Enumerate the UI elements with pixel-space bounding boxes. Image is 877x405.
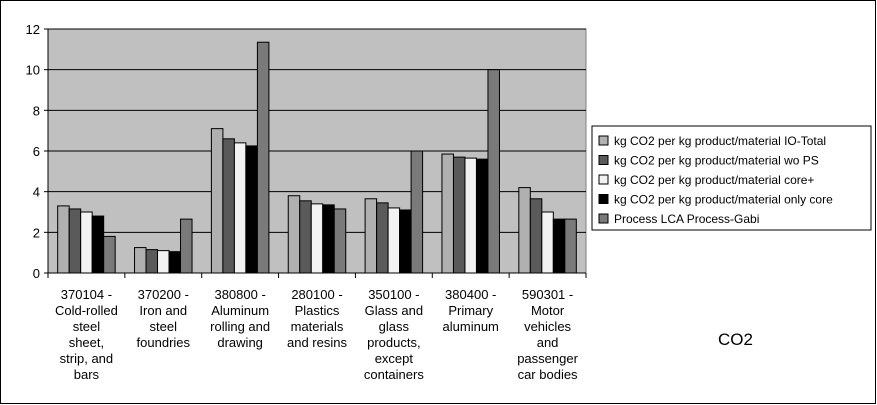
bar xyxy=(452,156,466,274)
axes xyxy=(44,28,587,278)
legend-label: kg CO2 per kg product/material wo PS xyxy=(614,154,819,168)
bar xyxy=(464,157,477,274)
x-tick-label: 280100 -Plastics materials and resins xyxy=(287,287,347,350)
y-tick-label: 4 xyxy=(33,185,40,200)
bar xyxy=(487,69,500,274)
x-tick-label-line: bars xyxy=(74,367,100,382)
legend-label: kg CO2 per kg product/material IO-Total xyxy=(614,134,826,148)
bar xyxy=(210,128,224,274)
bar xyxy=(287,195,301,274)
bar xyxy=(80,211,93,274)
y-tick-label: 6 xyxy=(33,144,40,159)
bar xyxy=(245,145,258,274)
x-tick-labels: 370104 -Cold-rolled steel sheet, strip, and… xyxy=(55,287,579,382)
legend-label: kg CO2 per kg product/material core+ xyxy=(614,173,814,187)
bar xyxy=(157,250,170,274)
x-tick-label-line: sheet, xyxy=(69,335,104,350)
bar xyxy=(91,215,105,274)
legend-label: Process LCA Process-Gabi xyxy=(614,212,759,226)
bar xyxy=(518,187,531,274)
y-tick-label: 0 xyxy=(33,266,40,281)
x-tick-label-line: materials xyxy=(291,319,344,334)
x-tick-label-line: 370104 - xyxy=(61,287,112,302)
x-tick-label-line: glass xyxy=(379,319,410,334)
x-tick-label-line: rolling and xyxy=(210,319,270,334)
bar xyxy=(68,208,82,274)
bar xyxy=(233,142,247,274)
y-tick-label: 2 xyxy=(33,225,40,240)
x-tick-label-line: 380800 - xyxy=(214,287,265,302)
x-tick-label-line: passenger xyxy=(517,351,578,366)
x-tick-label-line: products, xyxy=(367,335,420,350)
bar xyxy=(145,249,159,274)
x-tick-label: 380400 -Primary aluminum xyxy=(443,287,499,334)
legend-swatch xyxy=(598,135,609,146)
x-tick-label-line: vehicles xyxy=(524,319,571,334)
bar xyxy=(134,247,147,274)
x-tick-label-line: Iron and xyxy=(139,303,187,318)
x-tick-label-line: drawing xyxy=(217,335,263,350)
x-tick-label: 370104 -Cold-rolled steel sheet, strip, and… xyxy=(55,287,118,382)
y-tick-labels: 0 2 4 6 8 10 12 xyxy=(26,22,40,281)
x-tick-label-line: foundries xyxy=(137,335,191,350)
legend-label: kg CO2 per kg product/material only core xyxy=(614,193,833,207)
bar xyxy=(299,200,312,274)
bar xyxy=(310,203,324,274)
bar xyxy=(180,218,193,274)
x-tick-label-line: except xyxy=(375,351,414,366)
y-tick-label: 10 xyxy=(26,63,40,78)
bar xyxy=(364,198,378,274)
x-tick-label: 370200 -Iron and steel foundries xyxy=(137,287,191,350)
bar xyxy=(333,208,347,274)
x-tick-label: 380800 -Aluminum rolling and drawing xyxy=(210,287,270,350)
bar xyxy=(552,218,566,274)
legend-swatch xyxy=(598,213,609,224)
x-tick-label-line: 590301 - xyxy=(522,287,573,302)
bar xyxy=(103,235,116,274)
bar xyxy=(541,211,554,274)
bar xyxy=(256,41,270,274)
bar xyxy=(387,207,401,274)
x-tick-label-line: Motor xyxy=(531,303,565,318)
x-tick-label-line: steel xyxy=(150,319,178,334)
x-tick-label-line: 280100 - xyxy=(291,287,342,302)
y-tick-label: 8 xyxy=(33,103,40,118)
bar xyxy=(168,251,182,274)
x-tick-label-line: Cold-rolled xyxy=(55,303,118,318)
x-tick-label-line: Aluminum xyxy=(211,303,269,318)
x-tick-label-line: and xyxy=(537,335,559,350)
y-tick-label: 12 xyxy=(26,22,40,37)
x-tick-label-line: and resins xyxy=(287,335,347,350)
bar xyxy=(399,209,412,274)
legend-box xyxy=(591,125,872,231)
x-tick-label-line: Primary xyxy=(448,303,493,318)
x-tick-label-line: steel xyxy=(73,319,101,334)
bar xyxy=(529,198,543,274)
x-tick-label: 590301 -Motor vehicles and passenger car bod… xyxy=(517,287,578,382)
bar xyxy=(564,218,577,274)
x-tick-label-line: aluminum xyxy=(443,319,499,334)
x-tick-label-line: Plastics xyxy=(295,303,340,318)
x-tick-label-line: 380400 - xyxy=(445,287,496,302)
legend-swatch xyxy=(598,174,609,185)
bar xyxy=(57,205,70,274)
legend-swatch xyxy=(598,155,609,165)
x-tick-label-line: 350100 - xyxy=(368,287,419,302)
legend: kg CO2 per kg product/material IO-Total k… xyxy=(591,125,872,231)
bar xyxy=(410,150,424,274)
bar xyxy=(475,158,489,274)
x-tick-label-line: car bodies xyxy=(518,367,578,382)
x-tick-label-line: 370200 - xyxy=(138,287,189,302)
bar xyxy=(322,204,335,274)
bar xyxy=(441,153,454,274)
co2-annotation: CO2 xyxy=(718,330,753,349)
x-tick-label-line: Glass and xyxy=(365,303,424,318)
x-tick-label-line: containers xyxy=(364,367,424,382)
bar xyxy=(376,202,389,274)
bar xyxy=(222,138,235,274)
legend-swatch xyxy=(598,194,609,204)
x-tick-label-line: strip, and xyxy=(60,351,113,366)
x-tick-label: 350100 -Glass and glass products, except con… xyxy=(364,287,424,382)
